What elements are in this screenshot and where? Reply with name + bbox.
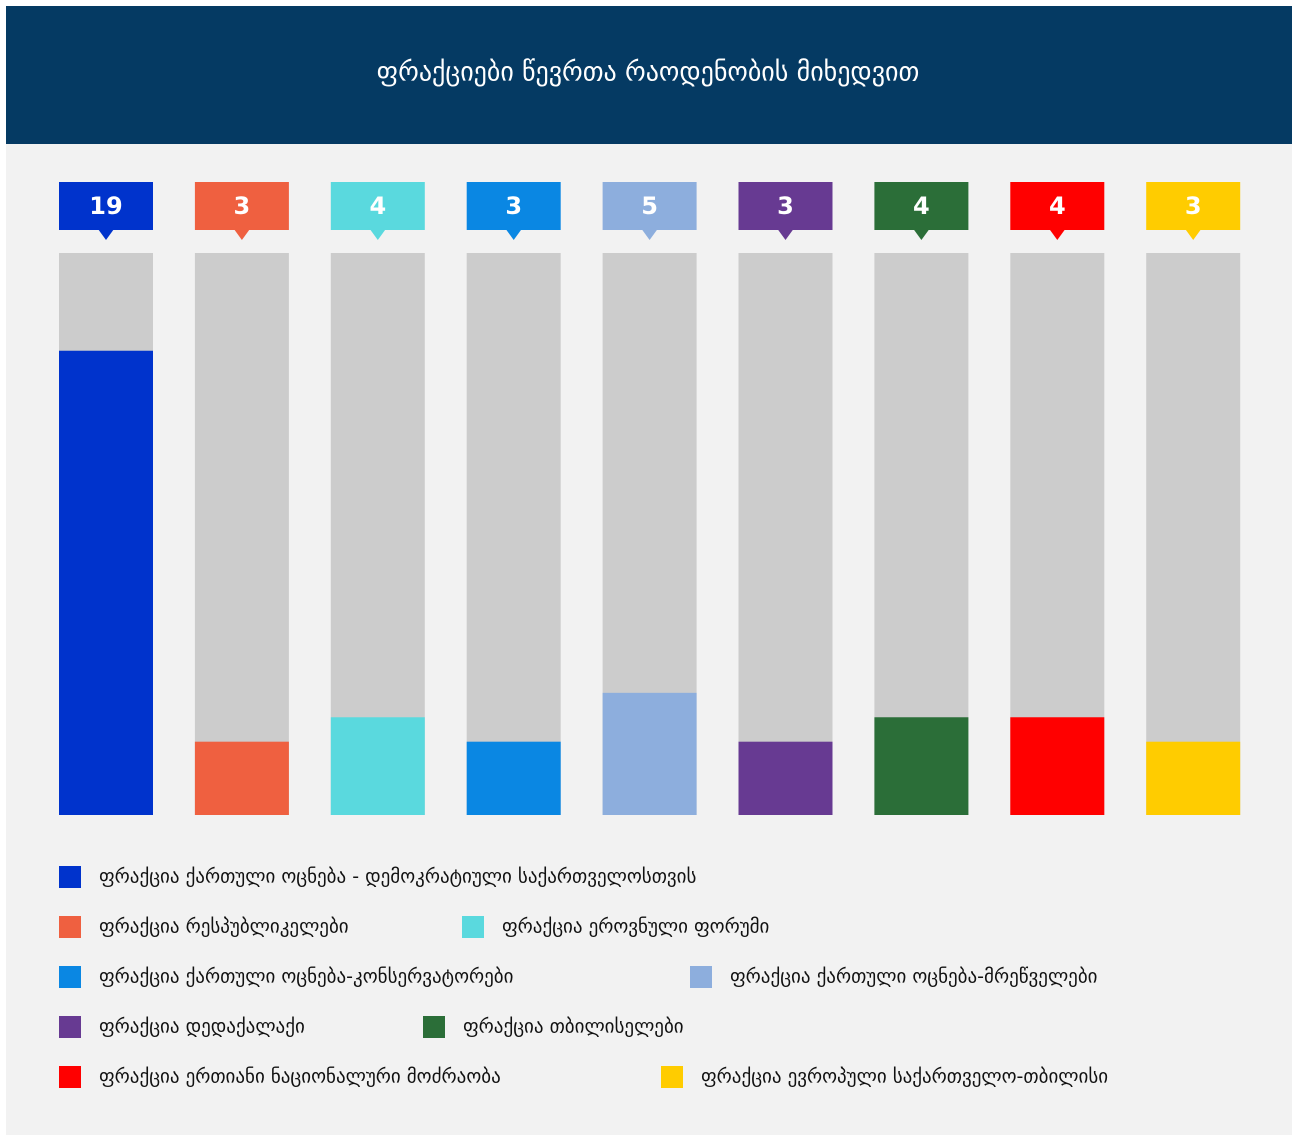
- value-label: 3: [234, 192, 251, 220]
- callout-pointer: [1049, 229, 1066, 240]
- callout: [738, 182, 833, 230]
- callout: [59, 182, 153, 230]
- callout: [602, 182, 697, 230]
- callout: [330, 182, 425, 230]
- legend-swatch: [462, 916, 484, 938]
- bar: [330, 717, 425, 815]
- callout: [874, 182, 969, 230]
- bar: [466, 741, 561, 815]
- bar: [602, 692, 697, 815]
- legend-label: ფრაქცია ქართული ოცნება - დემოკრატიული სა…: [99, 866, 696, 888]
- bar-track: [466, 253, 561, 815]
- legend-swatch: [59, 916, 81, 938]
- callout-pointer: [98, 229, 114, 240]
- bar-track: [738, 253, 833, 815]
- legend-label: ფრაქცია ქართული ოცნება-კონსერვატორები: [99, 966, 513, 988]
- value-label: 4: [369, 192, 386, 220]
- value-label: 3: [1185, 192, 1202, 220]
- callout-pointer: [777, 229, 794, 240]
- legend-label: ფრაქცია დედაქალაქი: [99, 1016, 305, 1038]
- legend-label: ფრაქცია ქართული ოცნება-მრეწველები: [730, 966, 1098, 988]
- callout: [194, 182, 289, 230]
- callout-pointer: [369, 229, 386, 240]
- callout: [466, 182, 561, 230]
- callout-pointer: [641, 229, 658, 240]
- bar: [874, 717, 969, 815]
- legend-swatch: [690, 966, 712, 988]
- bar-track: [194, 253, 289, 815]
- callout: [1010, 182, 1105, 230]
- legend-swatch: [59, 866, 81, 888]
- legend-swatch: [59, 1016, 81, 1038]
- bar: [738, 741, 833, 815]
- callout-pointer: [1185, 229, 1202, 240]
- value-label: 19: [89, 192, 122, 220]
- value-label: 5: [641, 192, 658, 220]
- header: [6, 6, 1292, 144]
- value-label: 3: [505, 192, 522, 220]
- legend-label: ფრაქცია ევროპული საქართველო-თბილისი: [701, 1066, 1108, 1088]
- value-label: 4: [1049, 192, 1066, 220]
- legend-label: ფრაქცია ეროვნული ფორუმი: [502, 916, 769, 938]
- legend-swatch: [59, 966, 81, 988]
- legend-label: ფრაქცია ერთიანი ნაციონალური მოძრაობა: [99, 1066, 501, 1088]
- callout: [1146, 182, 1241, 230]
- legend-label: ფრაქცია თბილისელები: [463, 1016, 684, 1038]
- callout-pointer: [233, 229, 250, 240]
- bar: [1146, 741, 1241, 815]
- legend-swatch: [423, 1016, 445, 1038]
- bar-track: [1146, 253, 1241, 815]
- legend-swatch: [661, 1066, 683, 1088]
- chart-title: ფრაქციები წევრთა რაოდენობის მიხედვით: [377, 58, 920, 88]
- callout-pointer: [913, 229, 930, 240]
- legend-swatch: [59, 1066, 81, 1088]
- value-label: 4: [913, 192, 930, 220]
- value-label: 3: [777, 192, 794, 220]
- legend-label: ფრაქცია რესპუბლიკელები: [99, 916, 349, 938]
- callout-pointer: [505, 229, 522, 240]
- bar: [59, 350, 153, 815]
- bar: [194, 741, 289, 815]
- bar: [1010, 717, 1105, 815]
